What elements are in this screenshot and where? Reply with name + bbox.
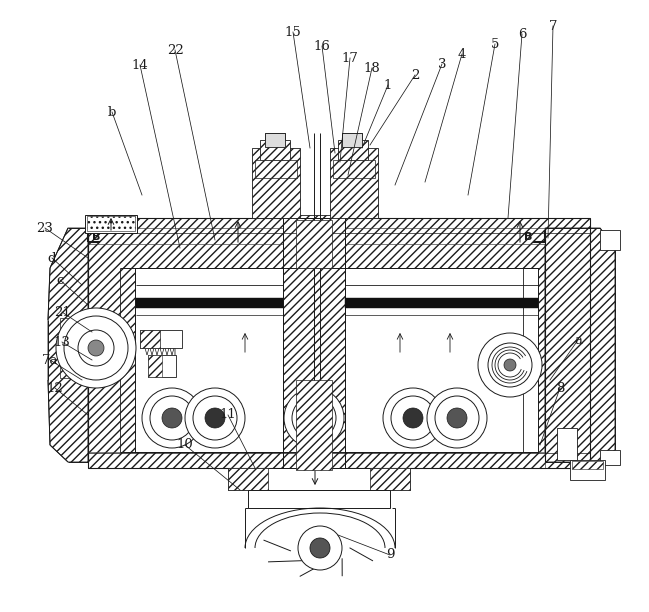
Text: 9: 9 [386, 548, 394, 561]
Bar [228, 468, 268, 490]
Text: 2: 2 [411, 69, 419, 81]
Polygon shape [48, 228, 88, 462]
Circle shape [205, 408, 225, 428]
Bar [345, 298, 538, 308]
Bar [570, 460, 605, 480]
Bar [600, 230, 620, 250]
Bar [342, 133, 362, 147]
Bar [265, 133, 285, 147]
Bar [87, 216, 135, 231]
Text: 15: 15 [285, 26, 301, 39]
Bar [572, 461, 603, 469]
Bar [88, 452, 545, 468]
Bar [283, 215, 345, 468]
Text: 16: 16 [313, 40, 330, 53]
Bar [140, 330, 182, 348]
Circle shape [185, 388, 245, 448]
Bar [135, 268, 287, 452]
Text: 11: 11 [219, 408, 236, 422]
Text: 6: 6 [518, 28, 526, 40]
Bar [248, 490, 390, 508]
Bar [252, 148, 300, 218]
Bar [140, 330, 160, 348]
Bar [260, 140, 290, 160]
Circle shape [447, 408, 467, 428]
Text: 22: 22 [167, 43, 184, 56]
Text: 14: 14 [132, 59, 149, 72]
Bar [370, 468, 410, 490]
Bar [296, 220, 332, 268]
Circle shape [310, 538, 330, 558]
Text: a: a [574, 334, 582, 346]
Circle shape [142, 388, 202, 448]
Circle shape [88, 340, 104, 356]
Text: 1: 1 [384, 78, 392, 92]
Circle shape [56, 308, 136, 388]
Bar [557, 428, 577, 460]
Circle shape [284, 388, 344, 448]
Text: B: B [524, 232, 532, 242]
Circle shape [478, 333, 542, 397]
Text: 18: 18 [363, 61, 380, 75]
Text: 3: 3 [437, 58, 447, 70]
Bar [136, 298, 283, 308]
Bar [148, 355, 176, 377]
Text: d: d [48, 252, 56, 264]
Bar [600, 450, 620, 465]
Bar [338, 140, 368, 160]
Circle shape [298, 526, 342, 570]
Text: B: B [92, 232, 101, 242]
Bar [88, 218, 590, 468]
Text: 8: 8 [556, 381, 564, 395]
Text: 13: 13 [54, 335, 71, 348]
Text: 21: 21 [54, 305, 70, 318]
Text: 10: 10 [177, 439, 193, 452]
Bar [255, 160, 297, 178]
Text: 5: 5 [491, 37, 499, 51]
Bar [296, 380, 332, 470]
Text: 4: 4 [458, 48, 466, 61]
Text: 12: 12 [47, 381, 64, 395]
Circle shape [383, 388, 443, 448]
Bar [333, 160, 375, 178]
Circle shape [78, 330, 114, 366]
Bar [228, 468, 410, 490]
Circle shape [435, 396, 479, 440]
Text: c: c [56, 274, 64, 286]
Bar [60, 318, 115, 378]
Text: 17: 17 [341, 51, 358, 64]
Text: 7: 7 [549, 20, 557, 32]
Text: b: b [108, 105, 116, 119]
Bar [88, 228, 545, 244]
Text: 23: 23 [36, 222, 53, 234]
Circle shape [391, 396, 435, 440]
Circle shape [504, 359, 516, 371]
Circle shape [304, 408, 324, 428]
Bar [330, 148, 378, 218]
Circle shape [488, 343, 532, 387]
Bar [330, 268, 538, 452]
Circle shape [193, 396, 237, 440]
Circle shape [150, 396, 194, 440]
Circle shape [403, 408, 423, 428]
Bar [148, 355, 162, 377]
Polygon shape [545, 228, 615, 462]
Circle shape [427, 388, 487, 448]
Circle shape [64, 316, 128, 380]
Bar [85, 215, 137, 233]
Circle shape [162, 408, 182, 428]
Circle shape [292, 396, 336, 440]
Text: 7a: 7a [42, 354, 58, 367]
